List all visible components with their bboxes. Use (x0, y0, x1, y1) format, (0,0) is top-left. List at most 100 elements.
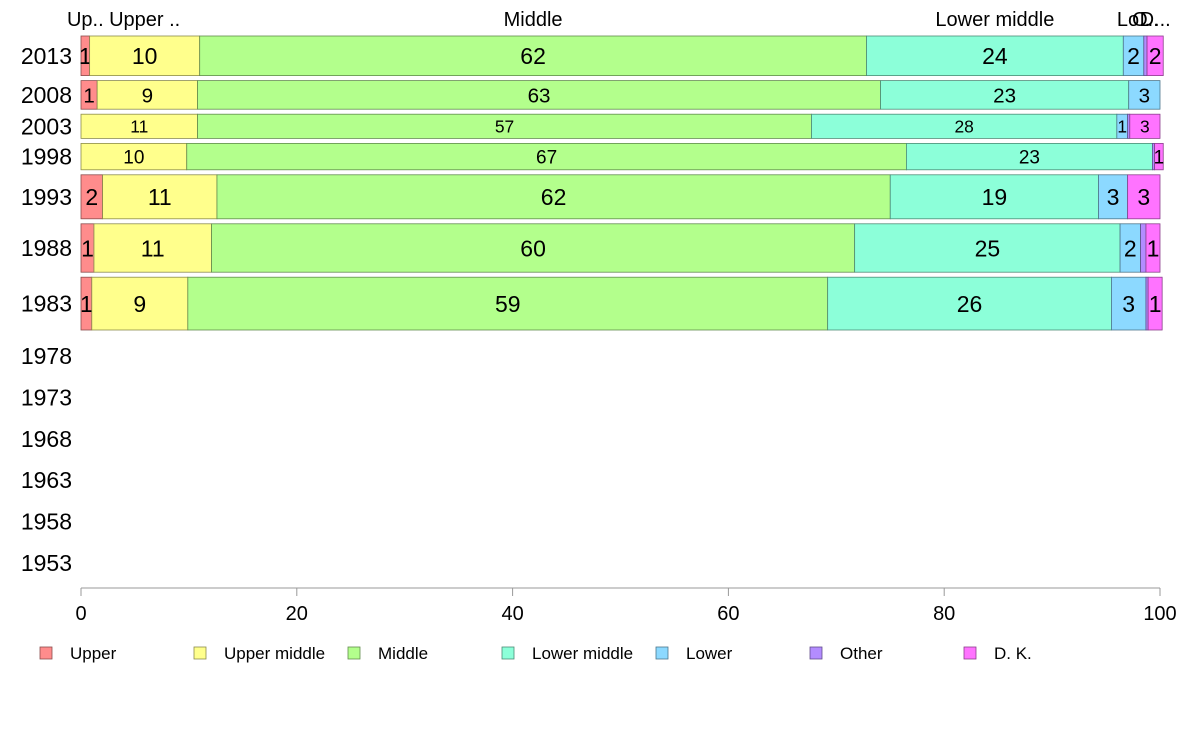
legend-swatch-d-k- (963, 646, 977, 660)
legend-swatch-upper (39, 646, 53, 660)
data-label-1983-lower: 3 (1122, 291, 1135, 317)
data-label-1983-middle: 59 (495, 291, 521, 317)
data-label-1993-lower: 3 (1107, 184, 1120, 210)
data-label-1993-upper-middle: 11 (148, 184, 172, 210)
data-label-1998-upper-middle: 10 (123, 147, 144, 168)
year-label-2013: 2013 (21, 43, 72, 69)
bar-segment-1993-d-k- (1127, 174, 1161, 220)
bar-segment-1998-middle (186, 142, 907, 171)
data-label-2013-lower: 2 (1127, 43, 1140, 69)
bar-segment-1988-d-k- (1145, 223, 1161, 273)
x-tick-label-80: 80 (933, 603, 955, 625)
data-label-1998-middle: 67 (536, 147, 557, 168)
top-label-upper: Up.. (67, 9, 104, 31)
year-label-1998: 1998 (21, 144, 72, 170)
bar-segment-2003-d-k- (1129, 113, 1161, 139)
data-label-1998-lower-middle: 23 (1019, 147, 1040, 168)
top-label-upper-middle: Upper .. (109, 9, 180, 31)
bar-segment-1988-middle (211, 223, 856, 273)
year-label-2008: 2008 (21, 82, 72, 108)
year-label-1968: 1968 (21, 426, 72, 452)
bar-segment-2008-middle (197, 80, 881, 110)
data-label-2013-upper: 1 (79, 43, 92, 69)
data-label-2008-middle: 63 (528, 84, 551, 107)
bar-segment-1998-d-k- (1154, 142, 1164, 171)
data-label-2013-middle: 62 (520, 43, 546, 69)
bar-segment-1983-lower-middle (827, 276, 1112, 331)
data-label-1988-d-k-: 1 (1147, 235, 1160, 261)
bar-segment-1983-middle (187, 276, 829, 331)
top-label-other: O.. (1132, 9, 1159, 31)
bar-segment-2013-lower-middle (866, 35, 1124, 76)
data-label-2003-d-k-: 3 (1140, 117, 1150, 137)
data-label-1998-d-k-: 1 (1154, 147, 1165, 168)
top-label-middle: Middle (504, 9, 563, 31)
legend-label-upper-middle: Upper middle (224, 644, 325, 663)
legend-label-middle: Middle (378, 644, 428, 663)
data-label-1988-middle: 60 (520, 235, 546, 261)
year-label-1973: 1973 (21, 384, 72, 410)
data-label-1993-middle: 62 (541, 184, 567, 210)
x-tick-label-0: 0 (75, 603, 86, 625)
bar-segment-2003-lower-middle (811, 113, 1118, 139)
legend-label-other: Other (840, 644, 883, 663)
data-label-2003-upper-middle: 11 (130, 117, 148, 137)
data-label-1988-upper-middle: 11 (141, 235, 165, 261)
year-label-1993: 1993 (21, 184, 72, 210)
data-label-1988-upper: 1 (81, 235, 94, 261)
data-label-1983-upper-middle: 9 (133, 291, 146, 317)
legend-swatch-middle (347, 646, 361, 660)
legend-label-lower-middle: Lower middle (532, 644, 633, 663)
year-label-1988: 1988 (21, 235, 72, 261)
bar-segment-2003-upper-middle (80, 113, 198, 139)
x-tick-label-40: 40 (501, 603, 523, 625)
bar-segment-1998-upper-middle (80, 142, 188, 171)
top-label-d-k-: D... (1140, 9, 1171, 31)
data-label-1983-upper: 1 (80, 291, 93, 317)
year-label-1953: 1953 (21, 550, 72, 576)
bar-segment-1993-upper-middle (102, 174, 218, 220)
bar-segment-2008-lower (1128, 80, 1161, 110)
data-label-1993-lower-middle: 19 (982, 184, 1008, 210)
bar-segment-2013-other (1143, 35, 1148, 76)
x-tick-label-100: 100 (1143, 603, 1176, 625)
bar-segment-1983-d-k- (1147, 276, 1163, 331)
legend-swatch-lower (655, 646, 669, 660)
bar-segment-1993-lower (1098, 174, 1129, 220)
data-label-1983-lower-middle: 26 (957, 291, 983, 317)
data-label-2013-upper-middle: 10 (132, 43, 158, 69)
x-tick-label-60: 60 (717, 603, 739, 625)
bar-segment-1998-lower-middle (906, 142, 1153, 171)
data-label-1993-d-k-: 3 (1137, 184, 1150, 210)
data-label-1983-d-k-: 1 (1149, 291, 1162, 317)
data-label-2008-upper-middle: 9 (142, 84, 153, 107)
legend-swatch-other (809, 646, 823, 660)
bar-segment-2013-d-k- (1146, 35, 1164, 76)
year-label-1978: 1978 (21, 343, 72, 369)
data-label-2003-lower: 1 (1117, 117, 1127, 137)
bar-segment-2008-lower-middle (880, 80, 1130, 110)
legend-label-lower: Lower (686, 644, 733, 663)
year-label-2003: 2003 (21, 113, 72, 139)
data-label-1988-lower-middle: 25 (975, 235, 1001, 261)
x-tick-label-20: 20 (286, 603, 308, 625)
data-label-2003-lower-middle: 28 (954, 117, 973, 137)
legend-label-upper: Upper (70, 644, 117, 663)
year-label-1983: 1983 (21, 291, 72, 317)
bar-segment-1983-lower (1111, 276, 1147, 331)
bar-segment-1988-upper-middle (93, 223, 212, 273)
top-label-lower: Lo.. (1117, 9, 1150, 31)
top-label-lower-middle: Lower middle (935, 9, 1054, 31)
legend-swatch-lower-middle (501, 646, 515, 660)
year-label-1963: 1963 (21, 467, 72, 493)
data-label-2003-middle: 57 (495, 117, 514, 137)
bar-segment-1993-middle (216, 174, 891, 220)
legend-label-d-k-: D. K. (994, 644, 1032, 663)
data-label-2008-upper: 1 (83, 84, 94, 107)
data-label-2013-d-k-: 2 (1149, 43, 1162, 69)
data-label-1993-upper: 2 (85, 184, 98, 210)
year-label-1958: 1958 (21, 509, 72, 535)
bar-segment-2013-upper-middle (89, 35, 201, 76)
